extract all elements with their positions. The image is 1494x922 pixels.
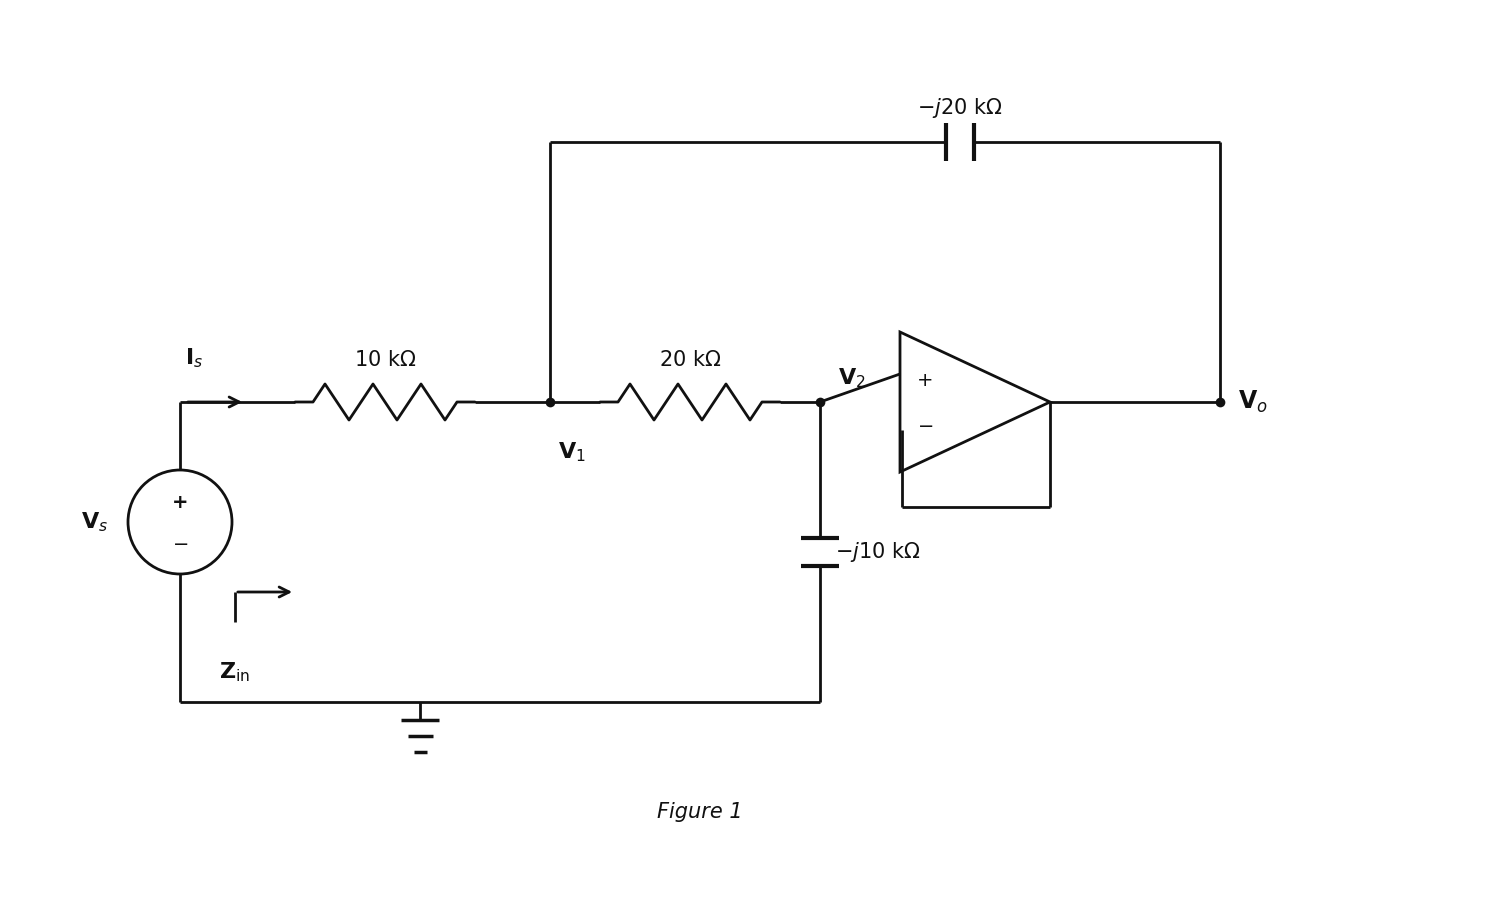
Text: $\mathbf{I}_s$: $\mathbf{I}_s$ [185,347,203,370]
Text: $\mathbf{Z}_\mathrm{in}$: $\mathbf{Z}_\mathrm{in}$ [220,660,251,683]
Text: $\mathbf{V}_o$: $\mathbf{V}_o$ [1239,389,1268,415]
Text: $-$: $-$ [917,415,934,433]
Text: +: + [172,492,188,512]
Text: $\mathbf{V}_1$: $\mathbf{V}_1$ [557,440,586,464]
Text: $\mathbf{V}_2$: $\mathbf{V}_2$ [838,366,865,390]
Text: +: + [917,371,934,389]
Text: $-$: $-$ [172,533,188,551]
Text: 20 k$\Omega$: 20 k$\Omega$ [659,350,722,370]
Text: $-j$10 k$\Omega$: $-j$10 k$\Omega$ [835,540,920,564]
Text: $\mathbf{V}_s$: $\mathbf{V}_s$ [81,510,108,534]
Text: Figure 1: Figure 1 [657,802,743,822]
Text: 10 k$\Omega$: 10 k$\Omega$ [354,350,417,370]
Text: $-j$20 k$\Omega$: $-j$20 k$\Omega$ [917,96,1002,120]
